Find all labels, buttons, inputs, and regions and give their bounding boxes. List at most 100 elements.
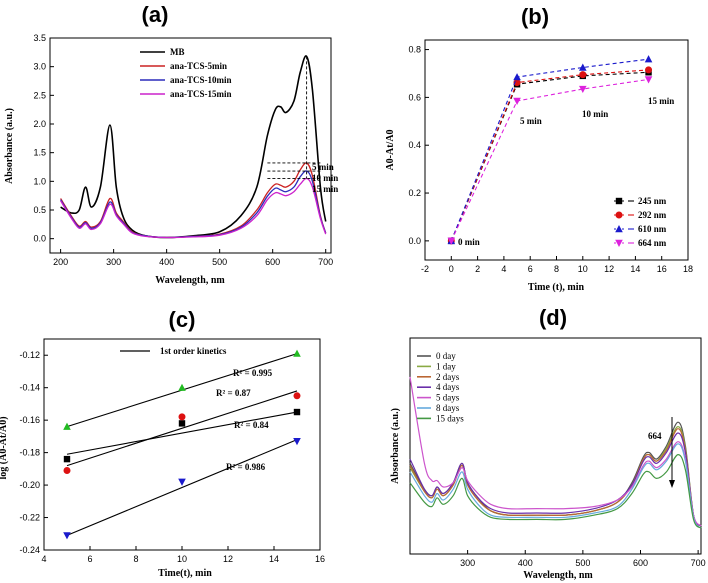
panel-b-xtick-label: 2 [475,264,480,274]
panel-a-ytick-label: 2.0 [33,119,46,129]
panel-b-legend-label: 664 nm [638,238,667,248]
panel-c-ytick-label: -0.16 [19,415,40,425]
panel-d-legend-label: 4 days [436,382,460,392]
panel-d-xtick-label: 300 [460,558,475,568]
panel-a-ytick-label: 1.5 [33,148,46,158]
panel-c-xtick-label: 6 [87,554,92,564]
panel-d-series-line [409,443,702,529]
panel-c-fit-line [66,411,298,455]
panel-a-legend-label: ana-TCS-15min [170,89,232,99]
panel-a-ytick-label: 2.5 [33,90,46,100]
panel-b-legend-marker [615,225,623,233]
panel-b-xtick-label: 0 [449,264,454,274]
panel-d-arrowhead [669,480,675,488]
panel-b-legend-label: 610 nm [638,224,667,234]
panel-b-point [644,55,653,63]
panel-b-annotation-5min: 5 min [520,116,542,126]
panel-b-ytick-label: 0.0 [408,236,421,246]
panel-b-series-line [450,78,649,242]
panel-c-ylabel: log (A0-At/A0) [0,416,9,479]
panel-c-ytick-label: -0.18 [19,448,40,458]
panel-b-xtick-label: 16 [657,264,667,274]
panel-a-annotation-5min: 5 min [312,162,334,172]
panel-a-frame [49,37,332,254]
panel-c-point [63,455,71,463]
panel-a-legend-label: MB [170,47,185,57]
panel-a-xtick-label: 700 [318,257,333,267]
panel-d-legend-label: 15 days [436,413,464,423]
panel-a-ylabel: Absorbance (a.u.) [4,108,15,184]
panel-a-annotation-10min: 10 min [312,173,338,183]
panel-a-xlabel: Wavelength, nm [155,275,225,286]
panel-c-xtick-label: 8 [133,554,138,564]
panel-c-fit-line [66,390,298,467]
panel-b-ytick-label: 0.2 [408,188,421,198]
panel-a-label: (a) [142,2,169,27]
panel-a-xtick-label: 600 [265,257,280,267]
panel-a-xtick-label: 400 [159,257,174,267]
panel-b-ytick-label: 0.4 [408,140,421,150]
panel-b-xtick-label: 10 [578,264,588,274]
panel-d-ylabel: Absorbance (a.u.) [390,408,401,484]
panel-c-fit-line [66,439,298,536]
panel-d-series-line [409,432,702,527]
panel-c-xtick-label: 4 [41,554,46,564]
panel-a-series-line [60,177,327,239]
panel-d-xtick-label: 700 [691,558,706,568]
panel-b-ytick-label: 0.8 [408,45,421,55]
panel-b-xtick-label: 4 [501,264,506,274]
panel-b-point [645,66,653,74]
panel-d-xtick-label: 600 [633,558,648,568]
panel-b-xtick-label: 6 [528,264,533,274]
panel-b-annotation-10min: 10 min [582,109,608,119]
panel-c-point [293,392,301,400]
panel-a-chart: 200 300 400 500 600 700 0.0 0.5 1.0 1.5 2.0 2.5 3.0 3… [4,33,338,286]
panel-c-point [293,349,301,357]
panel-c-point [178,383,186,391]
panel-b-ylabel: A0-At/A0 [385,129,396,170]
panel-c-ytick-label: -0.24 [19,545,40,555]
panel-b-point [513,97,521,105]
panel-c-r2-292: R² = 0.87 [216,388,251,398]
panel-a-xtick-label: 500 [212,257,227,267]
panel-b-series-line [450,58,649,242]
panel-b-series-line [450,69,649,242]
panel-d-peak-label: 664 [648,431,662,441]
panel-c-xtick-label: 12 [223,554,233,564]
panel-c-point [178,413,186,421]
panel-c-point [178,420,186,427]
panel-a-series-line [60,55,327,239]
panel-a-ytick-label: 3.0 [33,62,46,72]
panel-d-label: (d) [539,305,567,330]
panel-b-point [447,237,456,245]
panel-a-ytick-label: 1.0 [33,176,46,186]
panel-b-chart: -2 0 2 4 6 8 10 12 14 16 18 0.0 0.2 0.4 0.6 0.8 Time (t… [385,39,693,293]
panel-c-ytick-label: -0.12 [19,350,40,360]
panel-c-xtick-label: 10 [177,554,187,564]
panel-c-point [63,422,71,430]
panel-c-xlabel: Time(t), min [158,568,212,579]
panel-c-point [63,532,71,540]
panel-d-series-line [409,428,702,527]
panel-c-point [63,466,71,474]
panel-b-legend: 245 nm 292 nm 610 nm 664 nm [614,196,667,248]
panel-a-legend: MB ana-TCS-5min ana-TCS-10min ana-TCS-15min [140,47,232,99]
panel-b-xtick-label: -2 [421,264,429,274]
panel-c-legend-text: 1st order kinetics [160,346,227,356]
panel-b-legend-label: 245 nm [638,196,667,206]
panel-a-legend-label: ana-TCS-5min [170,61,227,71]
panel-a-xtick-label: 200 [53,257,68,267]
panel-d-legend-label: 0 day [436,351,456,361]
panel-c-ytick-label: -0.14 [19,383,40,393]
panel-c-xtick-label: 14 [269,554,279,564]
panel-d-series-line [409,425,702,527]
panel-a-series-line [60,170,327,239]
panel-a-series-line [60,162,327,239]
panel-d-legend-label: 8 days [436,403,460,413]
panel-d-xtick-label: 500 [575,558,590,568]
panel-c-point [293,438,301,446]
panel-d-legend-label: 1 day [436,361,456,371]
panel-b-legend-label: 292 nm [638,210,667,220]
panel-d-series-line [409,376,702,527]
